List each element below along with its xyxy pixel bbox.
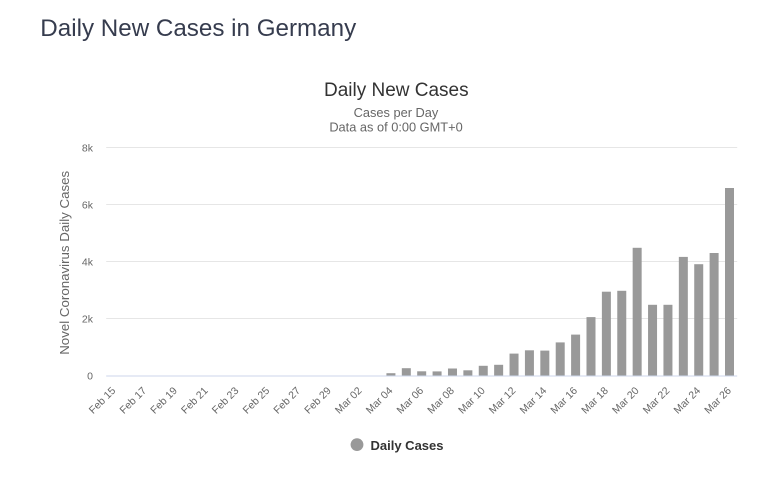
svg-text:Daily New Cases in Germany: Daily New Cases in Germany: [40, 15, 357, 42]
svg-text:Daily Cases: Daily Cases: [371, 438, 444, 453]
svg-text:Novel Coronavirus Daily Cases: Novel Coronavirus Daily Cases: [57, 170, 72, 354]
svg-text:Data as of 0:00 GMT+0: Data as of 0:00 GMT+0: [329, 119, 462, 134]
svg-text:Cases per Day: Cases per Day: [354, 105, 439, 120]
svg-text:4k: 4k: [82, 256, 94, 268]
svg-text:8k: 8k: [82, 142, 94, 154]
svg-text:2k: 2k: [82, 313, 94, 325]
svg-text:6k: 6k: [82, 199, 94, 211]
svg-text:0: 0: [87, 370, 93, 382]
svg-text:Daily New Cases: Daily New Cases: [324, 80, 469, 101]
